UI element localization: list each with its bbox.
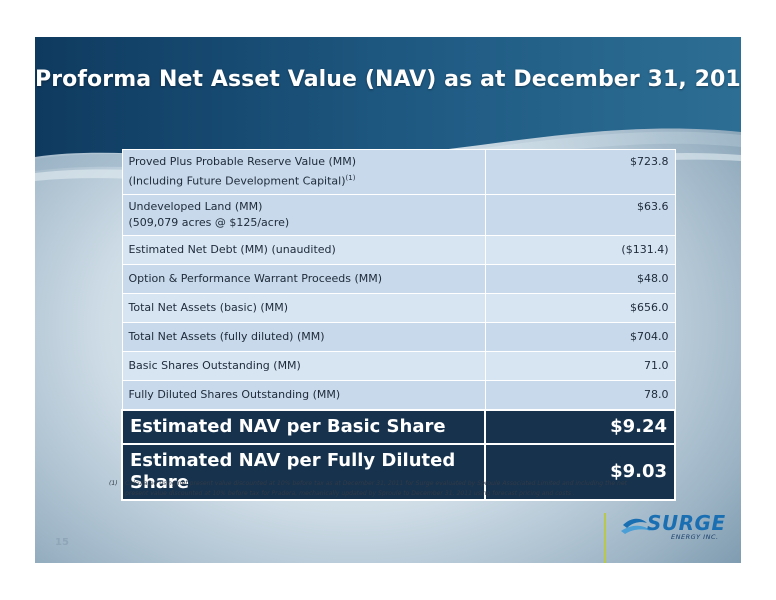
slide: Proforma Net Asset Value (NAV) as at Dec… xyxy=(35,37,741,563)
row-label: Estimated Net Debt (MM) (unaudited) xyxy=(121,234,486,265)
row-label: Proved Plus Probable Reserve Value (MM) … xyxy=(121,149,486,195)
row-label: Option & Performance Warrant Proceeds (M… xyxy=(121,263,486,294)
row-value: 78.0 xyxy=(484,379,676,411)
row-value: $48.0 xyxy=(484,263,676,294)
footnote-number: (1) xyxy=(109,480,118,487)
footnote-ref: (1) xyxy=(345,174,356,182)
row-value: $723.8 xyxy=(484,149,676,195)
table-row: Total Net Assets (fully diluted) (MM) $7… xyxy=(121,321,676,352)
summary-value: $9.03 xyxy=(484,442,676,501)
summary-row-diluted: Estimated NAV per Fully Diluted Share $9… xyxy=(121,442,676,501)
row-label-line2: (509,079 acres @ $125/acre) xyxy=(128,215,290,229)
row-label: Basic Shares Outstanding (MM) xyxy=(121,350,486,381)
logo-name: SURGE xyxy=(647,511,726,535)
page-number: 15 xyxy=(55,537,69,548)
table-row: Undeveloped Land (MM) (509,079 acres @ $… xyxy=(121,193,676,236)
row-value: $656.0 xyxy=(484,292,676,323)
summary-label: Estimated NAV per Basic Share xyxy=(121,408,486,445)
table-row: Estimated Net Debt (MM) (unaudited) ($13… xyxy=(121,234,676,265)
row-label: Fully Diluted Shares Outstanding (MM) xyxy=(121,379,486,411)
table-row: Basic Shares Outstanding (MM) 71.0 xyxy=(121,350,676,381)
summary-value: $9.24 xyxy=(484,408,676,445)
table-row: Option & Performance Warrant Proceeds (M… xyxy=(121,263,676,294)
row-value: ($131.4) xyxy=(484,234,676,265)
summary-label: Estimated NAV per Fully Diluted Share xyxy=(121,442,486,501)
row-label-line2: (Including Future Development Capital) xyxy=(128,174,346,188)
footnote-text: Calculated using net present value disco… xyxy=(125,480,628,497)
summary-row-basic: Estimated NAV per Basic Share $9.24 xyxy=(121,408,676,445)
row-value: $63.6 xyxy=(484,193,676,236)
divider-line xyxy=(604,513,606,563)
slide-title: Proforma Net Asset Value (NAV) as at Dec… xyxy=(35,67,741,92)
table-row: Proved Plus Probable Reserve Value (MM) … xyxy=(121,149,676,195)
row-value: 71.0 xyxy=(484,350,676,381)
row-label: Total Net Assets (basic) (MM) xyxy=(121,292,486,323)
row-label: Undeveloped Land (MM) (509,079 acres @ $… xyxy=(121,193,486,236)
nav-table: Proved Plus Probable Reserve Value (MM) … xyxy=(121,149,676,501)
surge-logo-icon xyxy=(621,518,651,534)
row-label-line1: Undeveloped Land (MM) xyxy=(128,199,263,213)
logo-subtitle: ENERGY INC. xyxy=(671,533,719,541)
row-label: Total Net Assets (fully diluted) (MM) xyxy=(121,321,486,352)
row-value: $704.0 xyxy=(484,321,676,352)
table-row: Total Net Assets (basic) (MM) $656.0 xyxy=(121,292,676,323)
table-row: Fully Diluted Shares Outstanding (MM) 78… xyxy=(121,379,676,411)
row-label-line1: Proved Plus Probable Reserve Value (MM) xyxy=(128,155,357,168)
footnote: (1) Calculated using net present value d… xyxy=(109,479,649,499)
